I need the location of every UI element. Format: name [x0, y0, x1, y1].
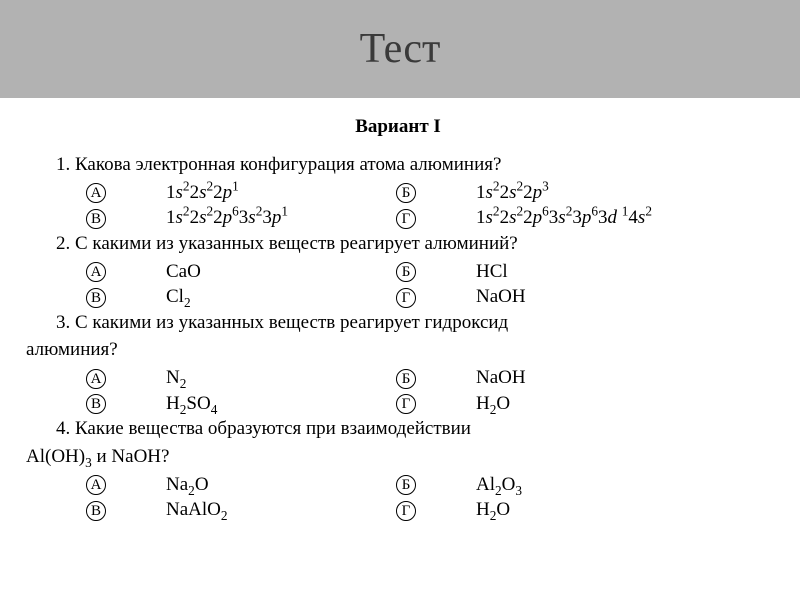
question-3-num: 3. — [56, 312, 70, 333]
option-label-g: Г — [396, 497, 476, 523]
q3-option-v: H2SO4 — [166, 391, 396, 417]
question-2-num: 2. — [56, 233, 70, 254]
question-3-row1: А N2 Б NaOH — [26, 365, 770, 391]
question-2: 2. С какими из указанных веществ реагиру… — [26, 231, 770, 257]
question-4-num: 4. — [56, 418, 70, 439]
q2-option-v: Cl2 — [166, 284, 396, 310]
q1-option-b: 1s22s22p3 — [476, 180, 770, 206]
question-1-row2: В 1s22s22p63s23p1 Г 1s22s22p63s23p63d 14… — [26, 205, 770, 231]
q4-option-v: NaAlO2 — [166, 497, 396, 523]
option-label-b: Б — [396, 365, 476, 391]
q1-option-v: 1s22s22p63s23p1 — [166, 205, 396, 231]
q3-option-g: H2O — [476, 391, 770, 417]
question-2-row1: А CaO Б HCl — [26, 259, 770, 285]
header-banner: Тест — [0, 0, 800, 98]
question-1: 1. Какова электронная конфигурация атома… — [26, 152, 770, 178]
option-label-g: Г — [396, 205, 476, 231]
question-4: 4. Какие вещества образуются при взаимод… — [26, 416, 770, 442]
option-label-g: Г — [396, 284, 476, 310]
title-banner: Тест — [330, 17, 471, 81]
question-3-cont: алюминия? — [26, 337, 770, 363]
q3-option-b: NaOH — [476, 365, 770, 391]
question-2-text: С какими из указанных веществ реагирует … — [75, 233, 518, 254]
test-content: Вариант I 1. Какова электронная конфигур… — [0, 98, 800, 523]
q2-option-b: HCl — [476, 259, 770, 285]
q4-option-a: Na2O — [166, 472, 396, 498]
question-2-row2: В Cl2 Г NaOH — [26, 284, 770, 310]
q3-option-a: N2 — [166, 365, 396, 391]
variant-heading: Вариант I — [26, 116, 770, 138]
option-label-a: А — [86, 472, 166, 498]
option-label-b: Б — [396, 180, 476, 206]
option-label-a: А — [86, 180, 166, 206]
option-label-v: В — [86, 284, 166, 310]
question-1-text: Какова электронная конфигурация атома ал… — [75, 154, 501, 175]
option-label-v: В — [86, 391, 166, 417]
question-3-row2: В H2SO4 Г H2O — [26, 391, 770, 417]
page-title: Тест — [360, 25, 441, 73]
question-1-row1: А 1s22s22p1 Б 1s22s22p3 — [26, 180, 770, 206]
option-label-v: В — [86, 205, 166, 231]
option-label-g: Г — [396, 391, 476, 417]
option-label-a: А — [86, 259, 166, 285]
q1-option-a: 1s22s22p1 — [166, 180, 396, 206]
question-1-num: 1. — [56, 154, 70, 175]
q4-option-g: H2O — [476, 497, 770, 523]
question-3: 3. С какими из указанных веществ реагиру… — [26, 310, 770, 336]
option-label-v: В — [86, 497, 166, 523]
question-4-row2: В NaAlO2 Г H2O — [26, 497, 770, 523]
q2-option-g: NaOH — [476, 284, 770, 310]
q1-option-g: 1s22s22p63s23p63d 14s2 — [476, 205, 770, 231]
question-4-cont: Al(OH)3 и NaOH? — [26, 444, 770, 470]
option-label-b: Б — [396, 259, 476, 285]
option-label-b: Б — [396, 472, 476, 498]
question-4-text: Какие вещества образуются при взаимодейс… — [75, 418, 471, 439]
question-3-text: С какими из указанных веществ реагирует … — [75, 312, 508, 333]
q2-option-a: CaO — [166, 259, 396, 285]
q4-option-b: Al2O3 — [476, 472, 770, 498]
option-label-a: А — [86, 365, 166, 391]
question-4-row1: А Na2O Б Al2O3 — [26, 472, 770, 498]
